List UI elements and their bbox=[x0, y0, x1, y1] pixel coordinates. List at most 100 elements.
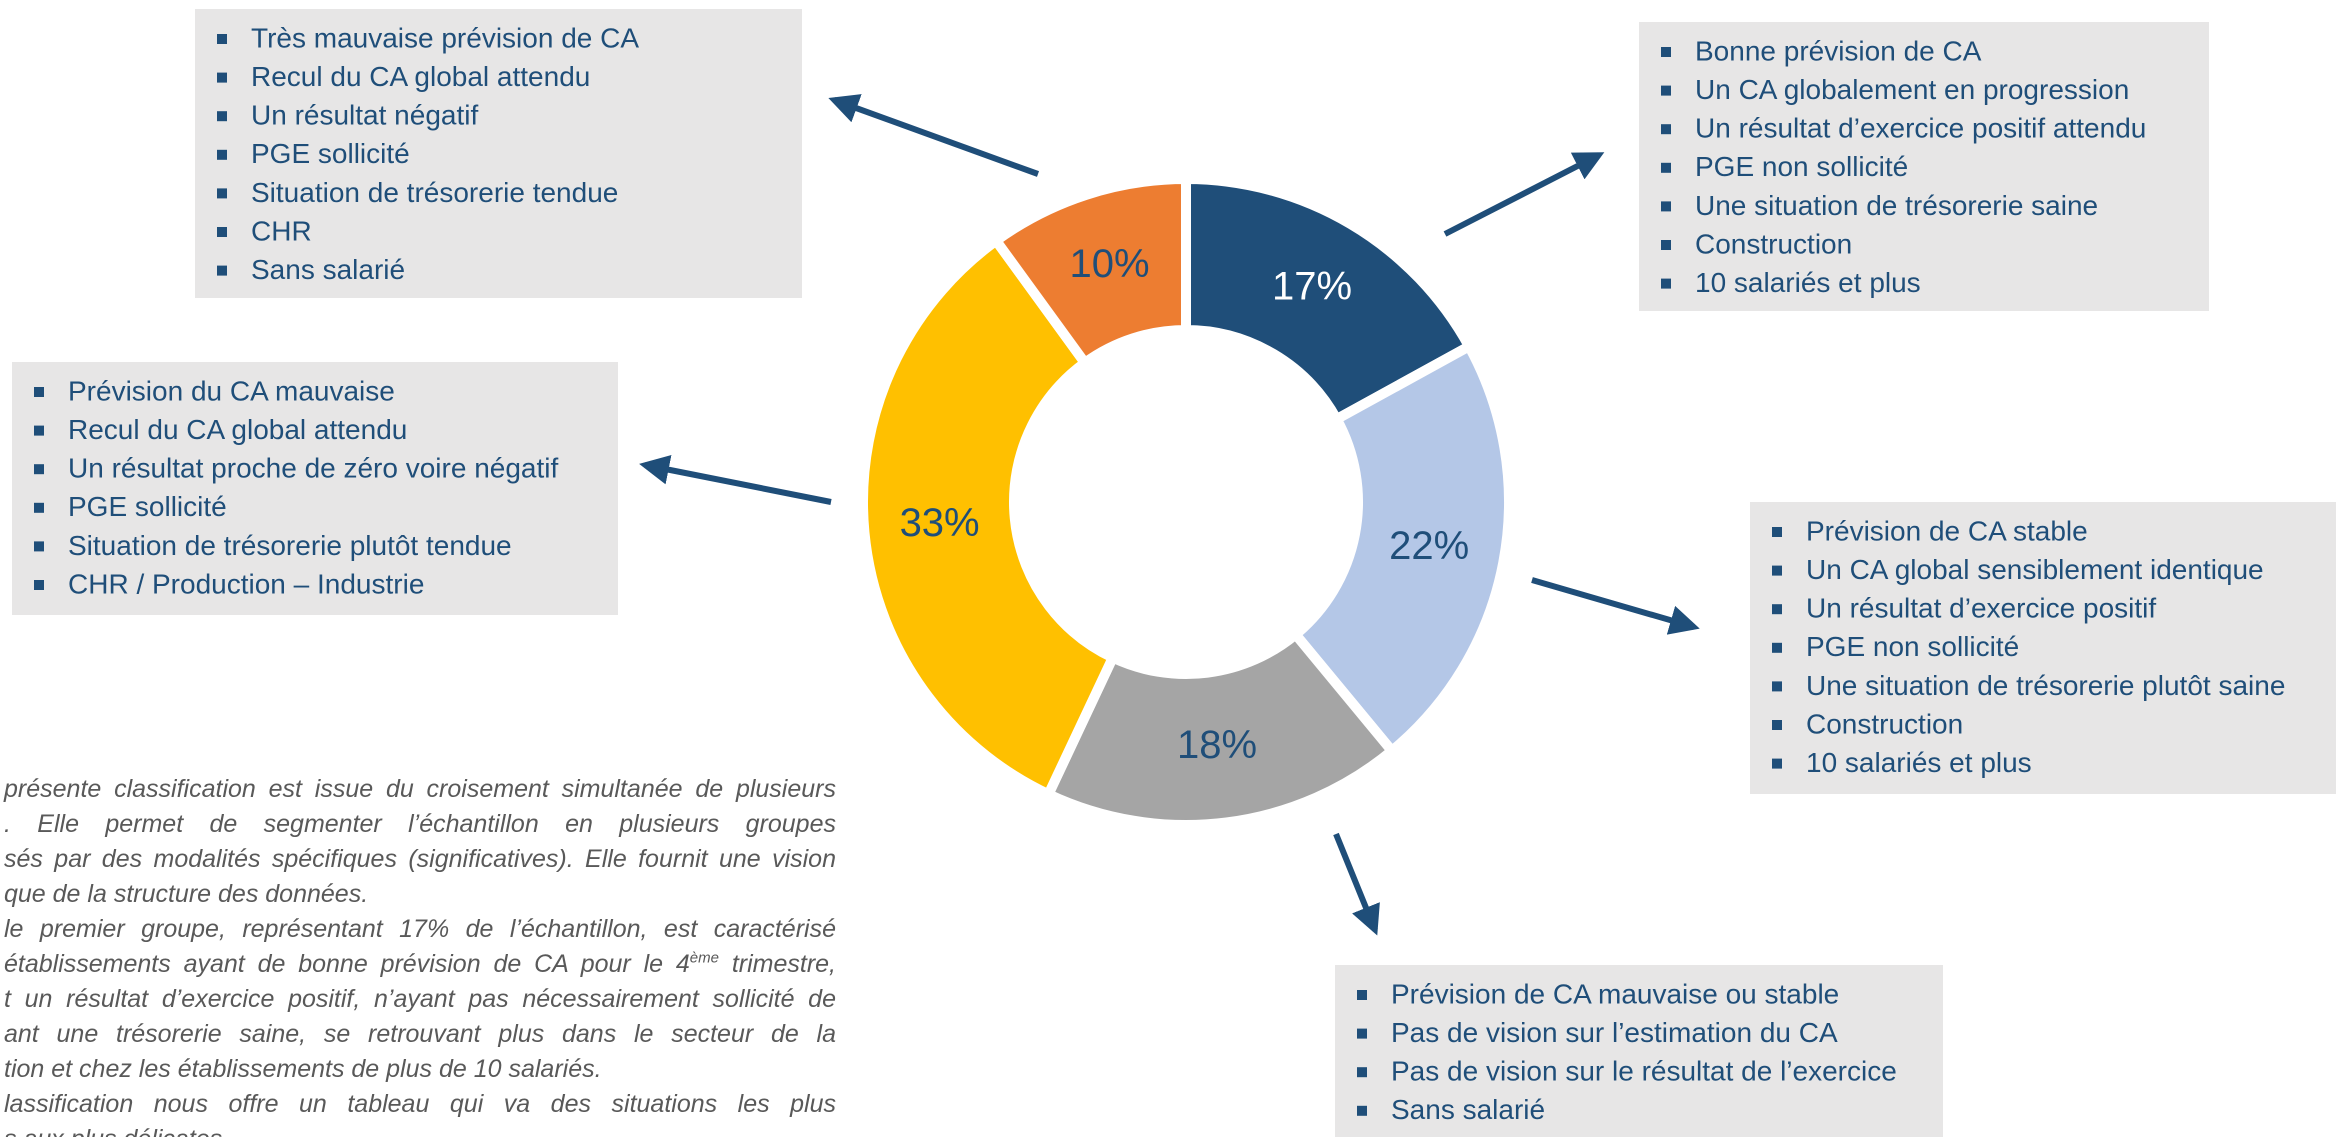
segment-label: 33% bbox=[900, 501, 980, 545]
callout-item: Pas de vision sur le résultat de l’exerc… bbox=[1391, 1056, 1897, 1087]
bullet bbox=[34, 387, 44, 397]
arrow bbox=[1333, 832, 1380, 936]
arrow bbox=[1531, 577, 1700, 635]
note: présente classification est issue du cro… bbox=[4, 772, 836, 1137]
bullet bbox=[1772, 565, 1782, 576]
bullet bbox=[217, 111, 227, 122]
callout-item: Prévision de CA stable bbox=[1806, 515, 2088, 546]
callout-item: Bonne prévision de CA bbox=[1695, 35, 1982, 66]
note-text: s aux plus délicates bbox=[4, 1125, 222, 1137]
bullet bbox=[1357, 1105, 1367, 1116]
callout-item: Un résultat d’exercice positif bbox=[1806, 593, 2156, 624]
callout-item: PGE sollicité bbox=[251, 138, 410, 169]
segment-label: 17% bbox=[1272, 265, 1352, 309]
bullet bbox=[217, 72, 227, 83]
callout-box bbox=[1335, 965, 1943, 1137]
note-text: que de la structure des données. bbox=[4, 880, 369, 908]
callout-box bbox=[12, 362, 618, 615]
bullet bbox=[1661, 201, 1671, 212]
arrow bbox=[828, 94, 1040, 177]
note-line: s aux plus délicates bbox=[4, 1122, 836, 1137]
note-line: présente classification est issue du cro… bbox=[4, 772, 836, 807]
note-text: trimestre, bbox=[718, 950, 836, 978]
bullet bbox=[34, 580, 44, 590]
segment-label: 18% bbox=[1177, 723, 1257, 767]
callout-item: 10 salariés et plus bbox=[1695, 267, 1921, 298]
bullet bbox=[1661, 124, 1671, 135]
callout-item: PGE non sollicité bbox=[1806, 631, 2019, 662]
bullet bbox=[1357, 1067, 1367, 1078]
callout-item: Sans salarié bbox=[1391, 1094, 1545, 1125]
callout-item: Construction bbox=[1806, 708, 1963, 739]
callout-item: Un CA globalement en progression bbox=[1695, 74, 2129, 105]
bullet bbox=[1772, 681, 1782, 692]
note-line: le premier groupe, représentant 17% de l… bbox=[4, 912, 836, 947]
note-text: tion et chez les établissements de plus … bbox=[4, 1055, 602, 1083]
callout-box bbox=[195, 9, 802, 298]
note-text: lassification nous offre un tableau qui … bbox=[4, 1090, 836, 1118]
donut-segment bbox=[1041, 627, 1399, 830]
bullet bbox=[34, 502, 44, 513]
note-line: ant une trésorerie saine, se retrouvant … bbox=[4, 1017, 836, 1052]
bullet bbox=[1772, 642, 1782, 653]
note-line: t un résultat d’exercice positif, n’ayan… bbox=[4, 982, 836, 1017]
bullet bbox=[1357, 990, 1367, 1000]
bullet bbox=[1772, 604, 1782, 615]
bullet bbox=[1661, 240, 1671, 250]
bullet bbox=[217, 227, 227, 237]
note-line: lassification nous offre un tableau qui … bbox=[4, 1087, 836, 1122]
callout-item: Prévision du CA mauvaise bbox=[68, 375, 395, 406]
donut-segment bbox=[1181, 173, 1476, 426]
callout-item: Sans salarié bbox=[251, 254, 405, 285]
bullet bbox=[217, 188, 227, 199]
arrow bbox=[639, 454, 832, 505]
note-text: ant une trésorerie saine, se retrouvant … bbox=[4, 1020, 836, 1048]
note-line: que de la structure des données. bbox=[4, 877, 836, 912]
callout-item: Situation de trésorerie tendue bbox=[251, 177, 618, 208]
callout-item: Un résultat négatif bbox=[251, 100, 478, 131]
bullet bbox=[1661, 162, 1671, 173]
callout-item: Très mauvaise prévision de CA bbox=[251, 22, 639, 53]
bullet bbox=[1772, 720, 1782, 730]
callout-item: PGE sollicité bbox=[68, 491, 227, 522]
bullet bbox=[1357, 1028, 1367, 1039]
callout-item: Prévision de CA mauvaise ou stable bbox=[1391, 978, 1839, 1009]
donut-segment bbox=[858, 233, 1120, 801]
segment-label: 22% bbox=[1389, 524, 1469, 568]
segment-label: 10% bbox=[1069, 242, 1149, 286]
callout-item: Pas de vision sur l’estimation du CA bbox=[1391, 1017, 1838, 1048]
callout-item: Recul du CA global attendu bbox=[68, 414, 407, 445]
note-text: le premier groupe, représentant 17% de l… bbox=[4, 915, 836, 943]
callout-item: Situation de trésorerie plutôt tendue bbox=[68, 530, 512, 561]
bullet bbox=[34, 541, 44, 552]
note-text: présente classification est issue du cro… bbox=[4, 775, 836, 803]
callout-box bbox=[1639, 22, 2209, 311]
note-line: établissements ayant de bonne prévision … bbox=[4, 947, 836, 982]
note-text: sés par des modalités spécifiques (signi… bbox=[4, 845, 836, 873]
callout-item: Une situation de trésorerie saine bbox=[1695, 190, 2098, 221]
callout-item: 10 salariés et plus bbox=[1806, 747, 2032, 778]
bullet bbox=[1772, 527, 1782, 537]
bullet bbox=[34, 464, 44, 475]
bullet bbox=[217, 34, 227, 44]
note-text: . Elle permet de segmenter l’échantillon… bbox=[4, 810, 836, 838]
bullet bbox=[34, 425, 44, 436]
bullet bbox=[217, 265, 227, 276]
donut-segment bbox=[1288, 339, 1514, 758]
callout-item: CHR / Production – Industrie bbox=[68, 568, 424, 599]
arrow bbox=[1443, 152, 1605, 237]
note-text: ème bbox=[689, 949, 719, 967]
note-line: tion et chez les établissements de plus … bbox=[4, 1052, 836, 1087]
callout-item: CHR bbox=[251, 215, 312, 246]
callout-item: Un CA global sensiblement identique bbox=[1806, 554, 2264, 585]
callout-box bbox=[1750, 502, 2336, 794]
note-line: . Elle permet de segmenter l’échantillon… bbox=[4, 807, 836, 842]
bullet bbox=[217, 149, 227, 160]
note-line: sés par des modalités spécifiques (signi… bbox=[4, 842, 836, 877]
note-text: établissements ayant de bonne prévision … bbox=[4, 950, 690, 978]
callout-item: Un résultat d’exercice positif attendu bbox=[1695, 113, 2146, 144]
donut-segment bbox=[989, 173, 1191, 370]
note-text: t un résultat d’exercice positif, n’ayan… bbox=[4, 985, 836, 1013]
